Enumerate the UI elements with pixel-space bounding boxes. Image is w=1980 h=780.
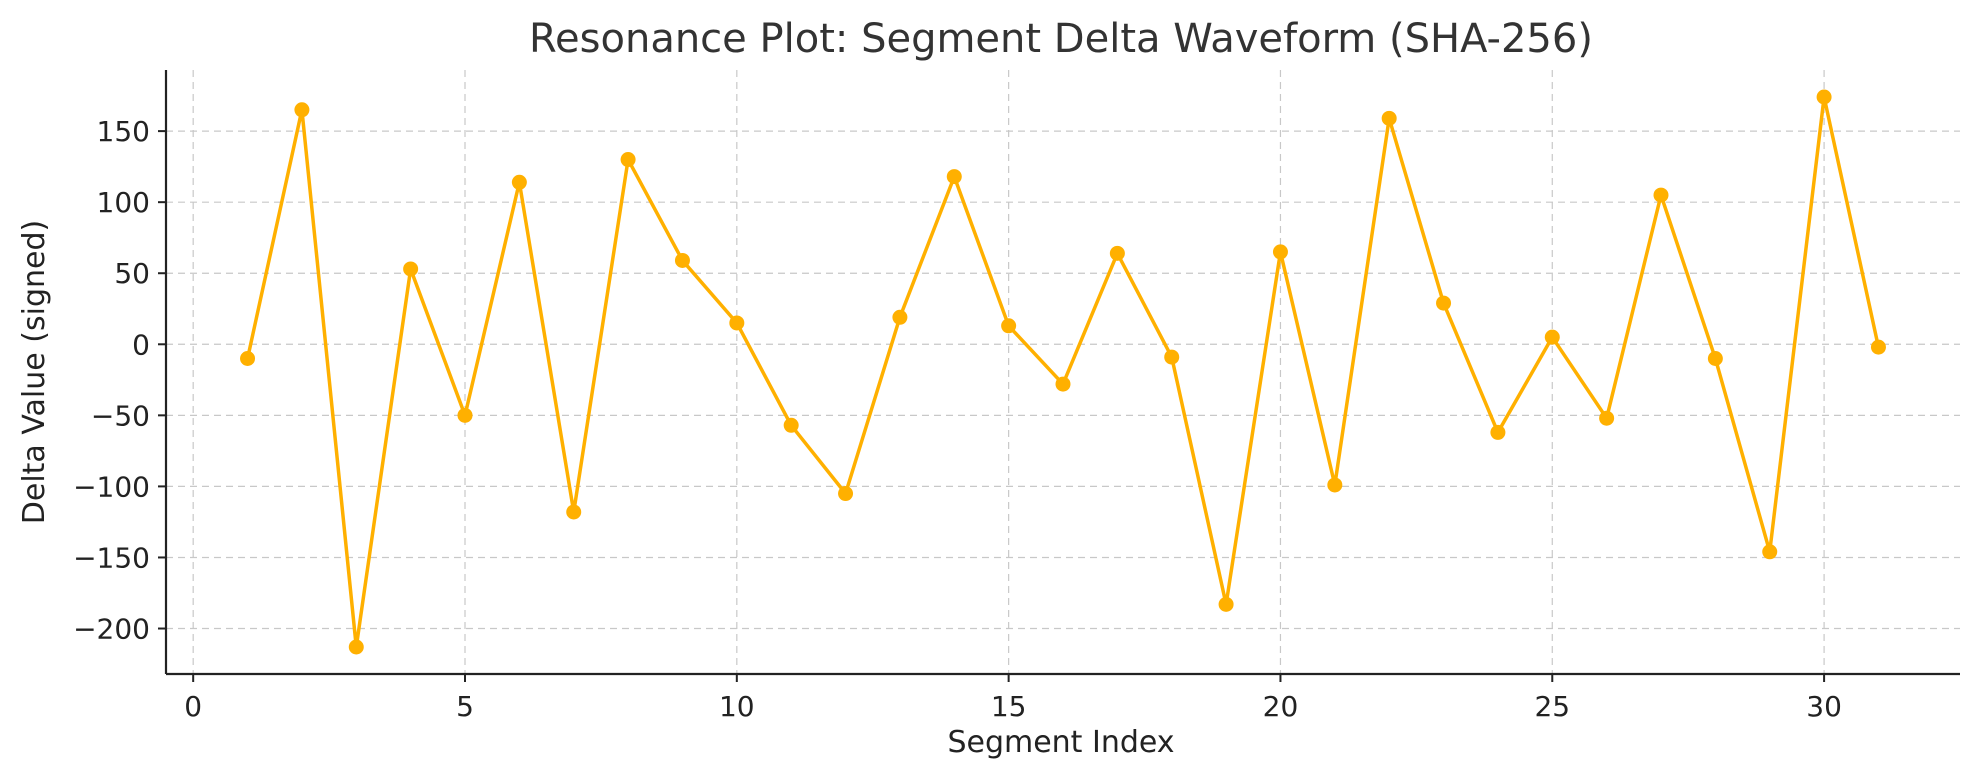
data-point bbox=[1327, 477, 1343, 493]
data-point bbox=[1272, 244, 1288, 260]
data-point bbox=[1436, 295, 1452, 311]
data-point bbox=[1055, 376, 1071, 392]
y-tick-label: 150 bbox=[97, 115, 150, 148]
data-point bbox=[946, 169, 962, 185]
x-axis-ticks: 0 5 10 15 20 25 30 bbox=[184, 674, 1842, 723]
data-point bbox=[240, 350, 256, 366]
data-point bbox=[511, 174, 527, 190]
data-point bbox=[1762, 544, 1778, 560]
data-point bbox=[1816, 89, 1832, 105]
x-tick-label: 15 bbox=[991, 690, 1027, 723]
data-point bbox=[1544, 329, 1560, 345]
data-point bbox=[1599, 410, 1615, 426]
series-layer bbox=[240, 89, 1886, 655]
data-point bbox=[1870, 339, 1886, 355]
data-point bbox=[729, 315, 745, 331]
data-point bbox=[348, 639, 364, 655]
data-point bbox=[1381, 110, 1397, 126]
x-tick-label: 10 bbox=[719, 690, 755, 723]
data-point bbox=[783, 417, 799, 433]
axes bbox=[164, 70, 1960, 676]
x-axis-label: Segment Index bbox=[947, 725, 1174, 760]
data-point bbox=[1109, 245, 1125, 261]
data-point bbox=[674, 252, 690, 268]
series-line bbox=[245, 95, 1881, 649]
data-point bbox=[892, 309, 908, 325]
data-point bbox=[457, 407, 473, 423]
y-tick-label: 0 bbox=[132, 328, 150, 361]
x-tick-label: 25 bbox=[1534, 690, 1570, 723]
y-tick-label: −200 bbox=[73, 613, 150, 646]
data-point bbox=[294, 102, 310, 118]
data-point bbox=[1653, 187, 1669, 203]
data-point bbox=[1707, 350, 1723, 366]
data-point bbox=[1164, 349, 1180, 365]
x-tick-label: 30 bbox=[1806, 690, 1842, 723]
grid bbox=[166, 70, 1960, 674]
y-axis-label: Delta Value (signed) bbox=[17, 220, 52, 524]
data-point bbox=[620, 152, 636, 168]
data-point bbox=[1490, 424, 1506, 440]
data-point bbox=[1001, 318, 1017, 334]
y-tick-label: −150 bbox=[73, 541, 150, 574]
data-point bbox=[566, 504, 582, 520]
x-tick-label: 5 bbox=[456, 690, 474, 723]
y-tick-label: −100 bbox=[73, 470, 150, 503]
data-point bbox=[1218, 596, 1234, 612]
x-tick-label: 0 bbox=[184, 690, 202, 723]
chart-title: Resonance Plot: Segment Delta Waveform (… bbox=[529, 16, 1593, 62]
data-point bbox=[838, 486, 854, 502]
y-tick-label: 50 bbox=[114, 257, 150, 290]
y-tick-label: −50 bbox=[91, 399, 150, 432]
y-tick-label: 100 bbox=[97, 186, 150, 219]
data-point bbox=[403, 261, 419, 277]
y-axis-ticks: 150 100 50 0 −50 −100 −150 −200 bbox=[73, 115, 166, 646]
x-tick-label: 20 bbox=[1263, 690, 1299, 723]
